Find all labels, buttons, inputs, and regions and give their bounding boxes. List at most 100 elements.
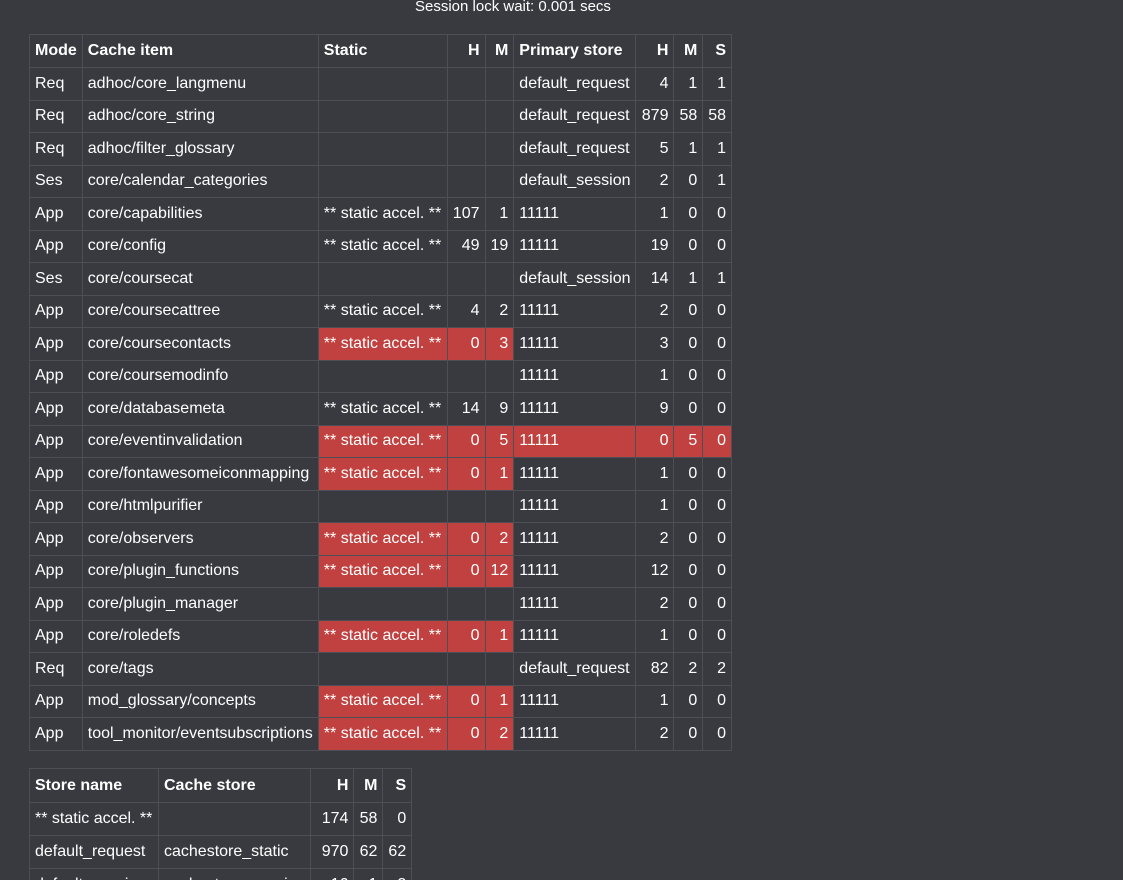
- cell-mode: App: [29, 717, 83, 751]
- cell-primary-sets: 0: [702, 717, 733, 751]
- cell-static-hits: 49: [446, 229, 486, 263]
- header-primary-misses: M: [673, 34, 704, 68]
- cell-cache-item: core/coursemodinfo: [81, 359, 319, 393]
- cell-static: ** static accel. **: [317, 327, 448, 361]
- cell-static: [317, 67, 448, 101]
- cell-store-hits: 970: [310, 835, 355, 869]
- cell-store-misses: 58: [353, 802, 384, 836]
- cell-primary-misses: 0: [673, 327, 704, 361]
- cell-static: [317, 489, 448, 523]
- cell-static-hits: 0: [446, 619, 486, 653]
- table-row: App core/fontawesomeiconmapping ** static …: [29, 457, 733, 491]
- cell-static: ** static accel. **: [317, 619, 448, 653]
- cell-static: ** static accel. **: [317, 424, 448, 458]
- cell-static: ** static accel. **: [317, 554, 448, 588]
- cell-store-name: ** static accel. **: [29, 802, 159, 836]
- cell-mode: Ses: [29, 262, 83, 296]
- header-cache-item: Cache item: [81, 34, 319, 68]
- cell-primary-sets: 0: [702, 554, 733, 588]
- cell-cache-item: core/tags: [81, 652, 319, 686]
- cell-mode: App: [29, 457, 83, 491]
- cell-mode: App: [29, 619, 83, 653]
- cell-primary-misses: 0: [673, 587, 704, 621]
- cell-primary-store: 11111: [513, 554, 637, 588]
- cell-primary-store: 11111: [513, 489, 637, 523]
- cell-primary-sets: 1: [702, 67, 733, 101]
- cell-mode: Req: [29, 132, 83, 166]
- table-header-row: Mode Cache item Static H M Primary store…: [29, 34, 733, 68]
- cell-static-misses: [484, 132, 515, 166]
- cell-static: ** static accel. **: [317, 457, 448, 491]
- cell-primary-sets: 0: [702, 392, 733, 426]
- table-row: App core/plugin_functions ** static accel.…: [29, 554, 733, 588]
- header-static-hits: H: [446, 34, 486, 68]
- cell-primary-store: default_session: [513, 164, 637, 198]
- cell-primary-hits: 2: [635, 587, 675, 621]
- table-row: App core/roledefs ** static accel. ** 0 1 111…: [29, 619, 733, 653]
- cell-mode: App: [29, 359, 83, 393]
- cell-static-hits: 0: [446, 424, 486, 458]
- cell-primary-misses: 0: [673, 457, 704, 491]
- cell-store-sets: 2: [382, 868, 413, 880]
- header-store-hits: H: [310, 768, 355, 803]
- cell-primary-store: 11111: [513, 197, 637, 231]
- header-store-sets: S: [382, 768, 413, 803]
- cell-primary-sets: 0: [702, 424, 733, 458]
- cell-static-misses: 2: [484, 294, 515, 328]
- cell-mode: App: [29, 587, 83, 621]
- cell-primary-sets: 0: [702, 684, 733, 718]
- cell-primary-hits: 1: [635, 197, 675, 231]
- header-static: Static: [317, 34, 448, 68]
- cell-static-hits: 0: [446, 522, 486, 556]
- cell-static-misses: [484, 652, 515, 686]
- table-row: Req adhoc/core_langmenu default_request 4 1 1: [29, 67, 733, 101]
- cell-static: ** static accel. **: [317, 294, 448, 328]
- table-row: App core/config ** static accel. ** 49 19 111…: [29, 229, 733, 263]
- table-row: Req core/tags default_request 82 2 2: [29, 652, 733, 686]
- cell-static-misses: 3: [484, 327, 515, 361]
- cell-primary-hits: 4: [635, 67, 675, 101]
- cell-mode: App: [29, 424, 83, 458]
- cell-static-misses: [484, 262, 515, 296]
- cell-cache-item: core/config: [81, 229, 319, 263]
- table-row: Ses core/calendar_categories default_sessi…: [29, 164, 733, 198]
- cell-primary-sets: 0: [702, 522, 733, 556]
- table-row: Req adhoc/core_string default_request 879 58…: [29, 99, 733, 133]
- cell-mode: App: [29, 489, 83, 523]
- table-row: Ses core/coursecat default_session 14 1 1: [29, 262, 733, 296]
- cell-primary-misses: 0: [673, 489, 704, 523]
- cell-static-hits: [446, 652, 486, 686]
- cell-primary-sets: 58: [702, 99, 733, 133]
- cell-static-misses: 1: [484, 197, 515, 231]
- cell-primary-store: 11111: [513, 619, 637, 653]
- cell-mode: Req: [29, 652, 83, 686]
- table-row: App core/coursecattree ** static accel. **…: [29, 294, 733, 328]
- cell-cache-item: core/plugin_manager: [81, 587, 319, 621]
- cell-static-hits: 0: [446, 554, 486, 588]
- cell-cache-store: cachestore_session: [157, 868, 312, 880]
- cell-static-misses: 19: [484, 229, 515, 263]
- cell-primary-misses: 2: [673, 652, 704, 686]
- cell-static: [317, 99, 448, 133]
- cell-cache-item: core/roledefs: [81, 619, 319, 653]
- header-cache-store: Cache store: [157, 768, 312, 803]
- cell-primary-sets: 0: [702, 489, 733, 523]
- cell-primary-store: default_request: [513, 132, 637, 166]
- cell-mode: Req: [29, 99, 83, 133]
- cell-primary-misses: 0: [673, 229, 704, 263]
- header-static-misses: M: [484, 34, 515, 68]
- table-row: App core/observers ** static accel. ** 0 2 11…: [29, 522, 733, 556]
- cell-static-hits: 0: [446, 327, 486, 361]
- cell-static-misses: 12: [484, 554, 515, 588]
- cell-store-hits: 174: [310, 802, 355, 836]
- cell-cache-item: core/fontawesomeiconmapping: [81, 457, 319, 491]
- table-row: App core/databasemeta ** static accel. ** 1…: [29, 392, 733, 426]
- cell-cache-item: core/plugin_functions: [81, 554, 319, 588]
- cell-primary-hits: 12: [635, 554, 675, 588]
- table-row: App tool_monitor/eventsubscriptions ** sta…: [29, 717, 733, 751]
- cell-primary-store: 11111: [513, 294, 637, 328]
- cell-mode: App: [29, 684, 83, 718]
- table-row: ** static accel. ** 174 58 0: [29, 802, 413, 836]
- cell-static: ** static accel. **: [317, 197, 448, 231]
- cell-mode: App: [29, 197, 83, 231]
